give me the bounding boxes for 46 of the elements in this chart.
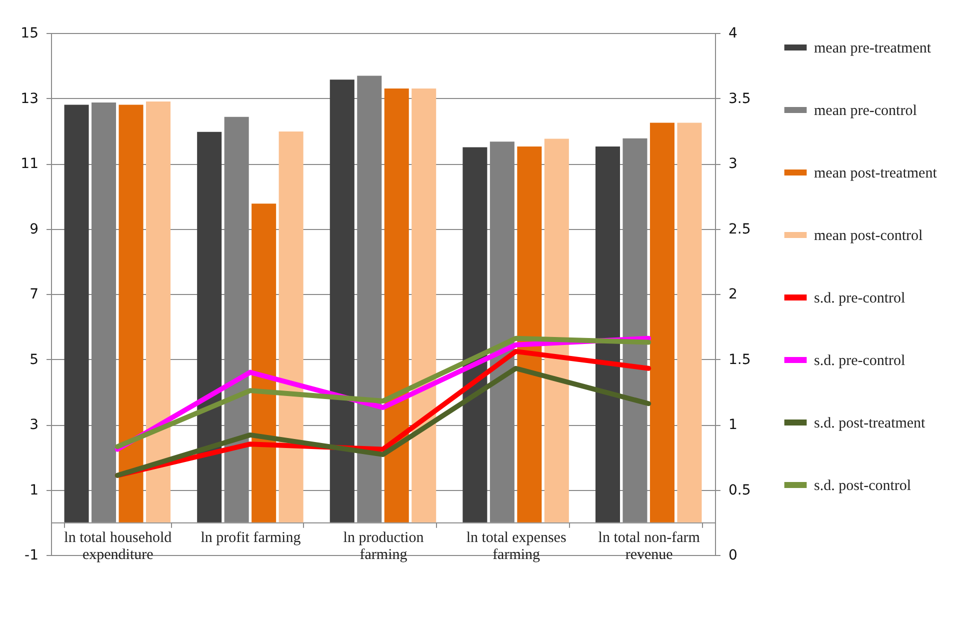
y2-tick-label: 0.5: [728, 482, 751, 498]
bar: [197, 132, 222, 522]
legend-label: mean post-treatment: [814, 166, 938, 182]
bar: [330, 80, 354, 522]
bar: [544, 138, 569, 522]
y2-tick-label: 3.5: [728, 90, 751, 107]
y2-tick-label: 0: [728, 548, 738, 564]
legend-label: s.d. post-treatment: [814, 416, 926, 432]
y-tick-label: 15: [20, 26, 38, 42]
x-tick-label: ln total non-farm revenue: [598, 530, 700, 563]
bar: [146, 102, 171, 522]
y-tick-label: 3: [30, 417, 38, 433]
y-tick-label: 5: [30, 352, 38, 368]
legend-label: mean pre-control: [814, 103, 917, 119]
y-tick-label: 11: [20, 156, 38, 172]
bar: [517, 146, 542, 522]
x-tick-label: ln total expenses farming: [466, 530, 566, 563]
bar: [278, 132, 304, 522]
y2-tick-label: 4: [728, 26, 738, 42]
y-tick-label: 13: [20, 90, 38, 107]
y2-tick-label: 3: [728, 156, 738, 172]
bar: [64, 104, 89, 522]
y-tick-label: 9: [30, 221, 38, 238]
legend-label: s.d. post-control: [814, 478, 912, 494]
legend-label: mean post-control: [814, 228, 923, 244]
y-tick-label: 1: [30, 482, 38, 498]
x-tick-label: ln production farming: [343, 530, 424, 563]
legend-label: mean pre-treatment: [814, 40, 932, 56]
y2-tick-label: 2.5: [728, 221, 751, 238]
y2-tick-label: 1.5: [728, 352, 751, 368]
bar: [384, 88, 409, 522]
legend-label: s.d. pre-control: [814, 353, 906, 369]
x-tick-label: ln profit farming: [200, 530, 302, 546]
x-tick-label: ln total household expenditure: [64, 530, 172, 563]
bar: [412, 88, 436, 522]
bar: [650, 122, 674, 522]
bar: [462, 147, 488, 522]
bar: [252, 204, 276, 522]
bar: [595, 146, 620, 522]
y-tick-label: -1: [24, 548, 38, 564]
bar: [677, 122, 702, 522]
bar: [118, 104, 144, 522]
y2-tick-label: 2: [728, 286, 738, 302]
y-tick-label: 7: [30, 286, 38, 302]
legend-label: s.d. pre-control: [814, 290, 906, 306]
y2-tick-label: 1: [728, 417, 738, 433]
